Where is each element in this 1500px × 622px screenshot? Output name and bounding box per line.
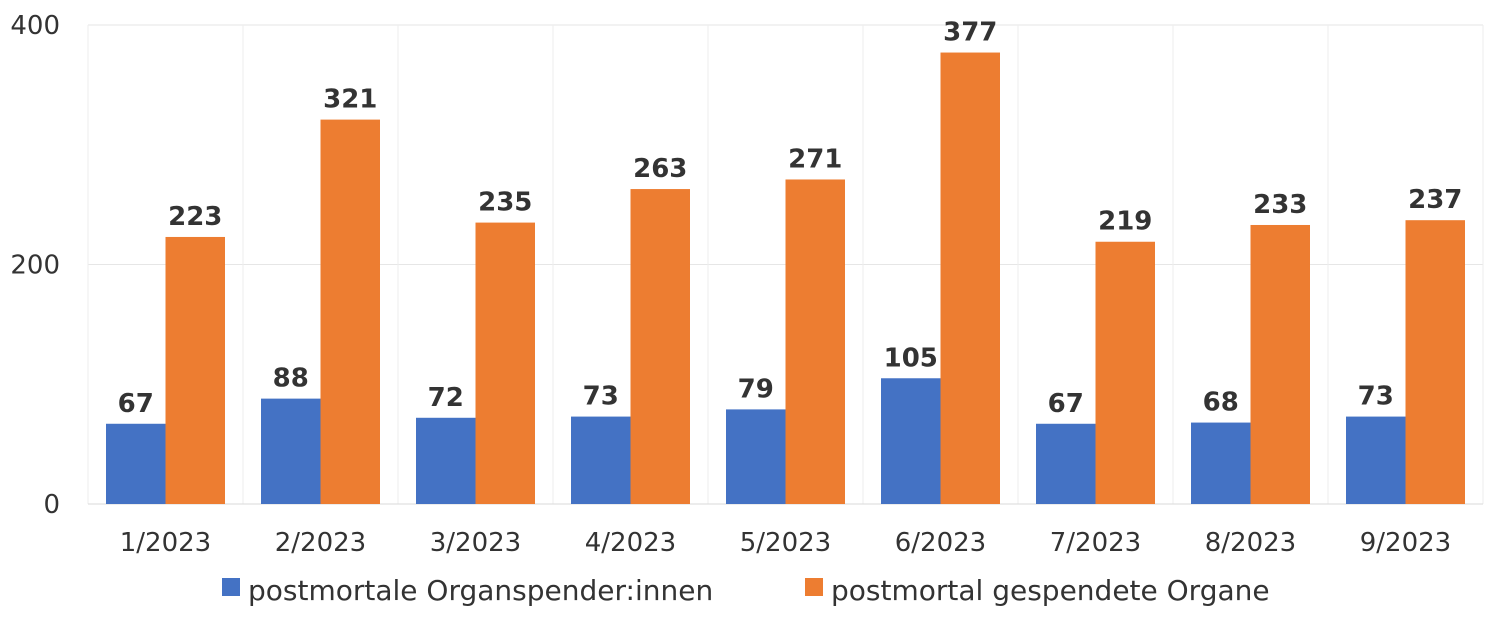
data-label-series-1: 105 [884, 343, 938, 373]
legend-swatch-series-1 [222, 578, 240, 596]
data-label-series-1: 67 [1048, 389, 1084, 419]
bar-series-1 [416, 417, 476, 504]
data-label-series-2: 271 [788, 144, 842, 174]
bar-series-1 [571, 416, 631, 504]
data-label-series-2: 235 [478, 188, 532, 218]
data-label-series-2: 219 [1098, 207, 1152, 237]
data-label-series-1: 79 [738, 374, 774, 404]
x-tick-label: 1/2023 [120, 528, 211, 558]
data-label-series-2: 237 [1408, 185, 1462, 215]
data-label-series-1: 88 [273, 364, 309, 394]
data-label-series-2: 321 [323, 85, 377, 115]
bar-series-1 [261, 398, 321, 504]
data-label-series-1: 72 [428, 383, 464, 413]
data-label-series-2: 223 [168, 202, 222, 232]
data-label-series-2: 233 [1253, 190, 1307, 220]
bars [106, 52, 1465, 505]
data-label-series-1: 73 [583, 382, 619, 412]
data-label-series-2: 377 [943, 18, 997, 48]
data-label-series-1: 67 [118, 389, 154, 419]
bar-series-1 [1346, 416, 1406, 504]
y-tick-label: 200 [10, 251, 60, 281]
x-axis-ticks: 1/2023 2/2023 3/2023 4/2023 5/2023 6/2023 7/20… [120, 528, 1451, 558]
bar-series-2 [785, 179, 845, 505]
bar-series-2 [940, 52, 1000, 504]
bar-series-2 [1250, 224, 1310, 505]
legend-label-series-2: postmortal gespendete Organe [831, 574, 1270, 607]
bar-series-2 [165, 236, 225, 504]
bar-series-2 [630, 189, 690, 504]
bar-series-2 [1095, 241, 1155, 504]
data-labels: 67 223 88 321 72 235 73 263 79 271 105 377 67 219 68 23… [118, 18, 1463, 419]
legend-label-series-1: postmortale Organspender:innen [248, 574, 713, 607]
bar-series-2 [320, 119, 380, 504]
x-tick-label: 6/2023 [895, 528, 986, 558]
x-tick-label: 5/2023 [740, 528, 831, 558]
bar-series-2 [475, 222, 535, 504]
x-tick-label: 3/2023 [430, 528, 521, 558]
x-tick-label: 9/2023 [1360, 528, 1451, 558]
bar-series-1 [106, 423, 166, 504]
bar-series-2 [1405, 220, 1465, 504]
bar-series-1 [1191, 422, 1251, 504]
y-tick-label: 0 [43, 490, 60, 520]
bar-series-1 [726, 409, 786, 504]
data-label-series-2: 263 [633, 154, 687, 184]
data-label-series-1: 73 [1358, 382, 1394, 412]
data-label-series-1: 68 [1203, 388, 1239, 418]
legend-swatch-series-2 [805, 578, 823, 596]
y-tick-label: 400 [10, 11, 60, 41]
y-axis-ticks: 0 200 400 [10, 11, 60, 520]
legend: postmortale Organspender:innen postmorta… [222, 574, 1270, 607]
bar-series-1 [881, 378, 941, 504]
bar-series-1 [1036, 423, 1096, 504]
x-tick-label: 4/2023 [585, 528, 676, 558]
x-tick-label: 2/2023 [275, 528, 366, 558]
x-tick-label: 8/2023 [1205, 528, 1296, 558]
x-tick-label: 7/2023 [1050, 528, 1141, 558]
